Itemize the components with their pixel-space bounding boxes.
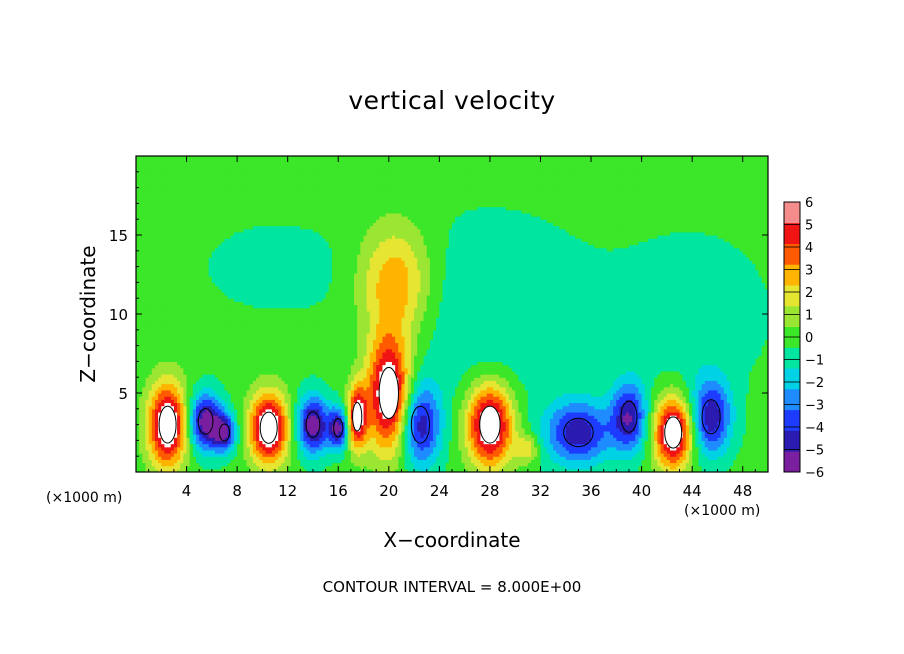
plot-page: vertical velocity Z−coordinate (×1000 m)… <box>0 0 904 654</box>
